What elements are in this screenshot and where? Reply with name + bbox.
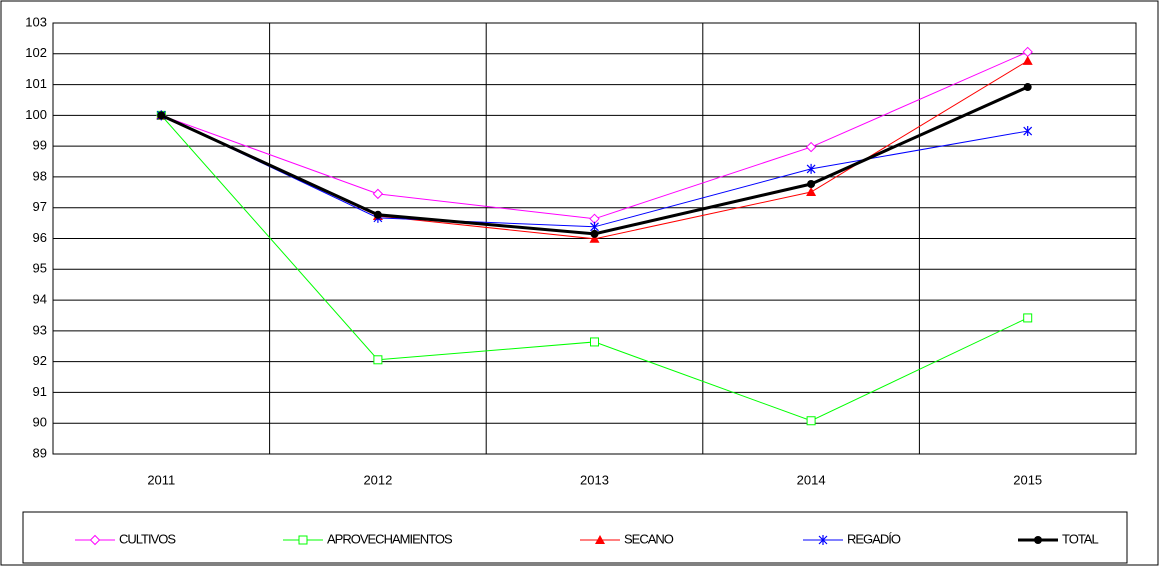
legend-label: CULTIVOS (119, 531, 176, 546)
marker (590, 337, 599, 347)
marker (589, 233, 600, 243)
x-tick-label: 2014 (797, 472, 826, 487)
marker (805, 141, 817, 153)
legend-label: TOTAL (1062, 531, 1098, 546)
y-tick-label: 101 (25, 76, 47, 91)
y-tick-label: 91 (33, 384, 47, 399)
y-tick-label: 95 (33, 261, 47, 276)
legend-label: APROVECHAMIENTOS (327, 531, 453, 546)
marker (806, 163, 816, 174)
marker (1023, 313, 1033, 323)
marker (590, 229, 599, 238)
marker (373, 355, 383, 365)
marker (1022, 55, 1033, 65)
marker (157, 111, 166, 120)
legend-box (22, 511, 1128, 564)
y-tick-label: 92 (33, 353, 47, 368)
y-tick-label: 100 (25, 107, 47, 122)
marker (1023, 83, 1032, 92)
y-tick-label: 99 (33, 138, 47, 153)
marker (1034, 536, 1042, 544)
marker (806, 187, 817, 197)
x-tick-label: 2015 (1013, 472, 1042, 487)
marker (372, 188, 384, 200)
y-tick-label: 94 (33, 292, 47, 307)
marker (807, 180, 816, 189)
marker (373, 210, 382, 219)
marker (298, 535, 308, 545)
marker (806, 416, 816, 426)
x-tick-label: 2012 (363, 472, 392, 487)
legend-label: SECANO (624, 531, 674, 546)
y-tick-label: 93 (33, 322, 47, 337)
x-tick-label: 2011 (147, 472, 175, 487)
marker (89, 534, 101, 546)
y-tick-label: 103 (25, 14, 47, 29)
y-tick-label: 89 (33, 445, 47, 460)
legend-label: REGADÍO (847, 531, 901, 546)
y-tick-label: 97 (33, 199, 47, 214)
y-tick-label: 102 (25, 45, 47, 60)
y-tick-label: 98 (33, 168, 47, 183)
x-tick-label: 2013 (580, 472, 609, 487)
marker (595, 535, 605, 544)
y-tick-label: 96 (33, 230, 47, 245)
y-tick-label: 90 (33, 415, 47, 430)
marker (1023, 126, 1033, 137)
marker (818, 535, 828, 545)
